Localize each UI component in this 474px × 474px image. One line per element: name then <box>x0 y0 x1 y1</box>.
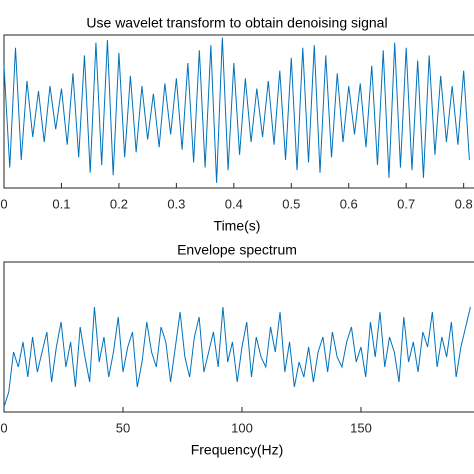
x-tick-label: 0.3 <box>167 196 185 211</box>
x-tick-label: 0.2 <box>110 196 128 211</box>
x-tick-label: 100 <box>231 420 253 435</box>
plot-box <box>3 261 474 413</box>
x-tick-label: 0.4 <box>225 196 243 211</box>
x-axis-label: Time(s) <box>214 218 261 234</box>
chart-title: Envelope spectrum <box>177 242 297 258</box>
x-tick-label: 0.7 <box>397 196 415 211</box>
x-tick-label: 150 <box>350 420 372 435</box>
x-tick-label: 0 <box>0 196 7 211</box>
x-tick-label: 0.1 <box>52 196 70 211</box>
x-axis-label: Frequency(Hz) <box>191 442 284 458</box>
x-tick-label: 50 <box>116 420 130 435</box>
x-tick-label: 0.5 <box>282 196 300 211</box>
signal-line <box>3 37 470 183</box>
signal-line <box>3 306 471 408</box>
x-tick-label: 0.8 <box>455 196 473 211</box>
x-tick-label: 0.6 <box>340 196 358 211</box>
chart-title: Use wavelet transform to obtain denoisin… <box>86 15 387 31</box>
x-tick-label: 0 <box>0 420 7 435</box>
plot-box <box>3 34 474 189</box>
